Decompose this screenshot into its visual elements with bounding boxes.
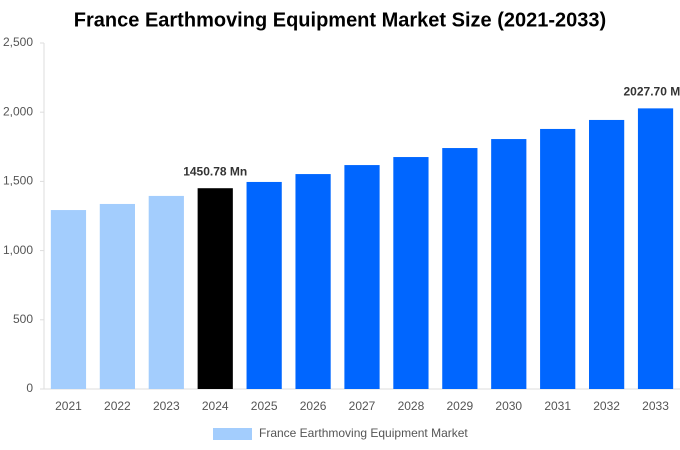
- bar: [344, 165, 380, 389]
- bar: [540, 128, 576, 389]
- y-tick-label: 0: [26, 381, 33, 395]
- bar: [197, 188, 233, 389]
- legend-label: France Earthmoving Equipment Market: [259, 426, 468, 440]
- y-tick-label: 1,000: [3, 243, 33, 257]
- bar: [295, 174, 331, 389]
- x-tick-label: 2029: [446, 399, 473, 413]
- bar: [393, 157, 429, 389]
- bar: [589, 119, 625, 389]
- bar: [99, 203, 135, 389]
- value-label: 2027.70 Mn: [624, 85, 680, 99]
- chart-title: France Earthmoving Equipment Market Size…: [74, 9, 606, 31]
- bar: [442, 148, 478, 389]
- y-tick-label: 1,500: [3, 174, 33, 188]
- x-tick-label: 2028: [398, 399, 425, 413]
- bar: [491, 139, 527, 389]
- bar: [148, 195, 184, 389]
- x-tick-label: 2033: [642, 399, 669, 413]
- x-tick-label: 2032: [593, 399, 620, 413]
- x-tick-label: 2022: [104, 399, 131, 413]
- x-tick-label: 2023: [153, 399, 180, 413]
- x-tick-label: 2027: [349, 399, 376, 413]
- x-tick-label: 2024: [202, 399, 229, 413]
- y-tick-label: 500: [13, 312, 33, 326]
- x-tick-label: 2021: [55, 399, 82, 413]
- bar: [246, 181, 282, 389]
- x-tick-label: 2026: [300, 399, 327, 413]
- x-tick-label: 2025: [251, 399, 278, 413]
- y-tick-label: 2,000: [3, 104, 33, 118]
- bar: [50, 210, 87, 389]
- x-tick-label: 2030: [495, 399, 522, 413]
- legend-swatch: [213, 428, 252, 440]
- x-tick-label: 2031: [544, 399, 571, 413]
- bar: [637, 108, 674, 389]
- value-label: 1450.78 Mn: [183, 164, 247, 178]
- y-tick-label: 2,500: [3, 35, 33, 49]
